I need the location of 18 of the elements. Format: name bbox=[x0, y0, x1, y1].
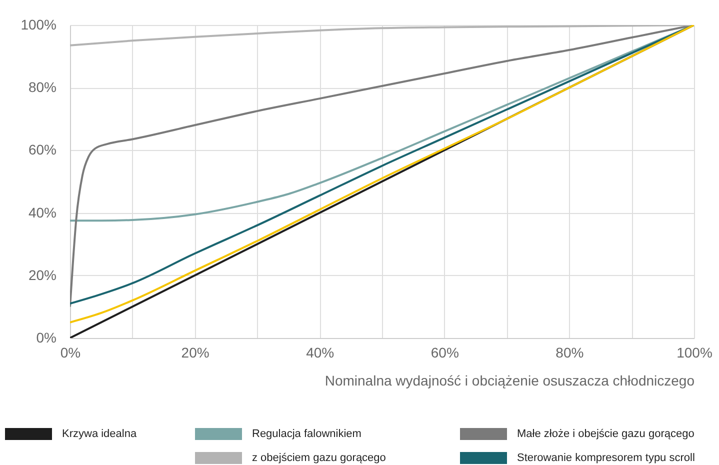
y-tick-label: 80% bbox=[28, 79, 56, 96]
legend-label: Małe złoże i obejście gazu gorącego bbox=[517, 428, 694, 440]
legend-label: Krzywa idealna bbox=[62, 428, 138, 440]
x-axis-title: Nominalna wydajność i obciążenie osuszacza chłodniczego bbox=[324, 372, 695, 388]
y-tick-label: 40% bbox=[28, 204, 56, 220]
legend-label: Regulacja falownikiem bbox=[252, 428, 362, 440]
legend-label: Sterowanie kompresorem typu scroll bbox=[517, 452, 695, 464]
x-tick-label: 60% bbox=[430, 344, 459, 360]
x-tick-label: 40% bbox=[306, 344, 334, 360]
legend-label: z obejściem gazu gorącego bbox=[252, 452, 386, 464]
y-tick-label: 20% bbox=[28, 266, 56, 283]
x-tick-label: 80% bbox=[556, 344, 584, 360]
x-tick-label: 0% bbox=[60, 344, 81, 360]
x-tick-label: 20% bbox=[181, 344, 210, 360]
x-tick-label: 100% bbox=[676, 344, 712, 360]
y-tick-label: 60% bbox=[28, 142, 56, 158]
y-tick-label: 100% bbox=[20, 16, 56, 32]
y-tick-label: 0% bbox=[36, 330, 56, 346]
